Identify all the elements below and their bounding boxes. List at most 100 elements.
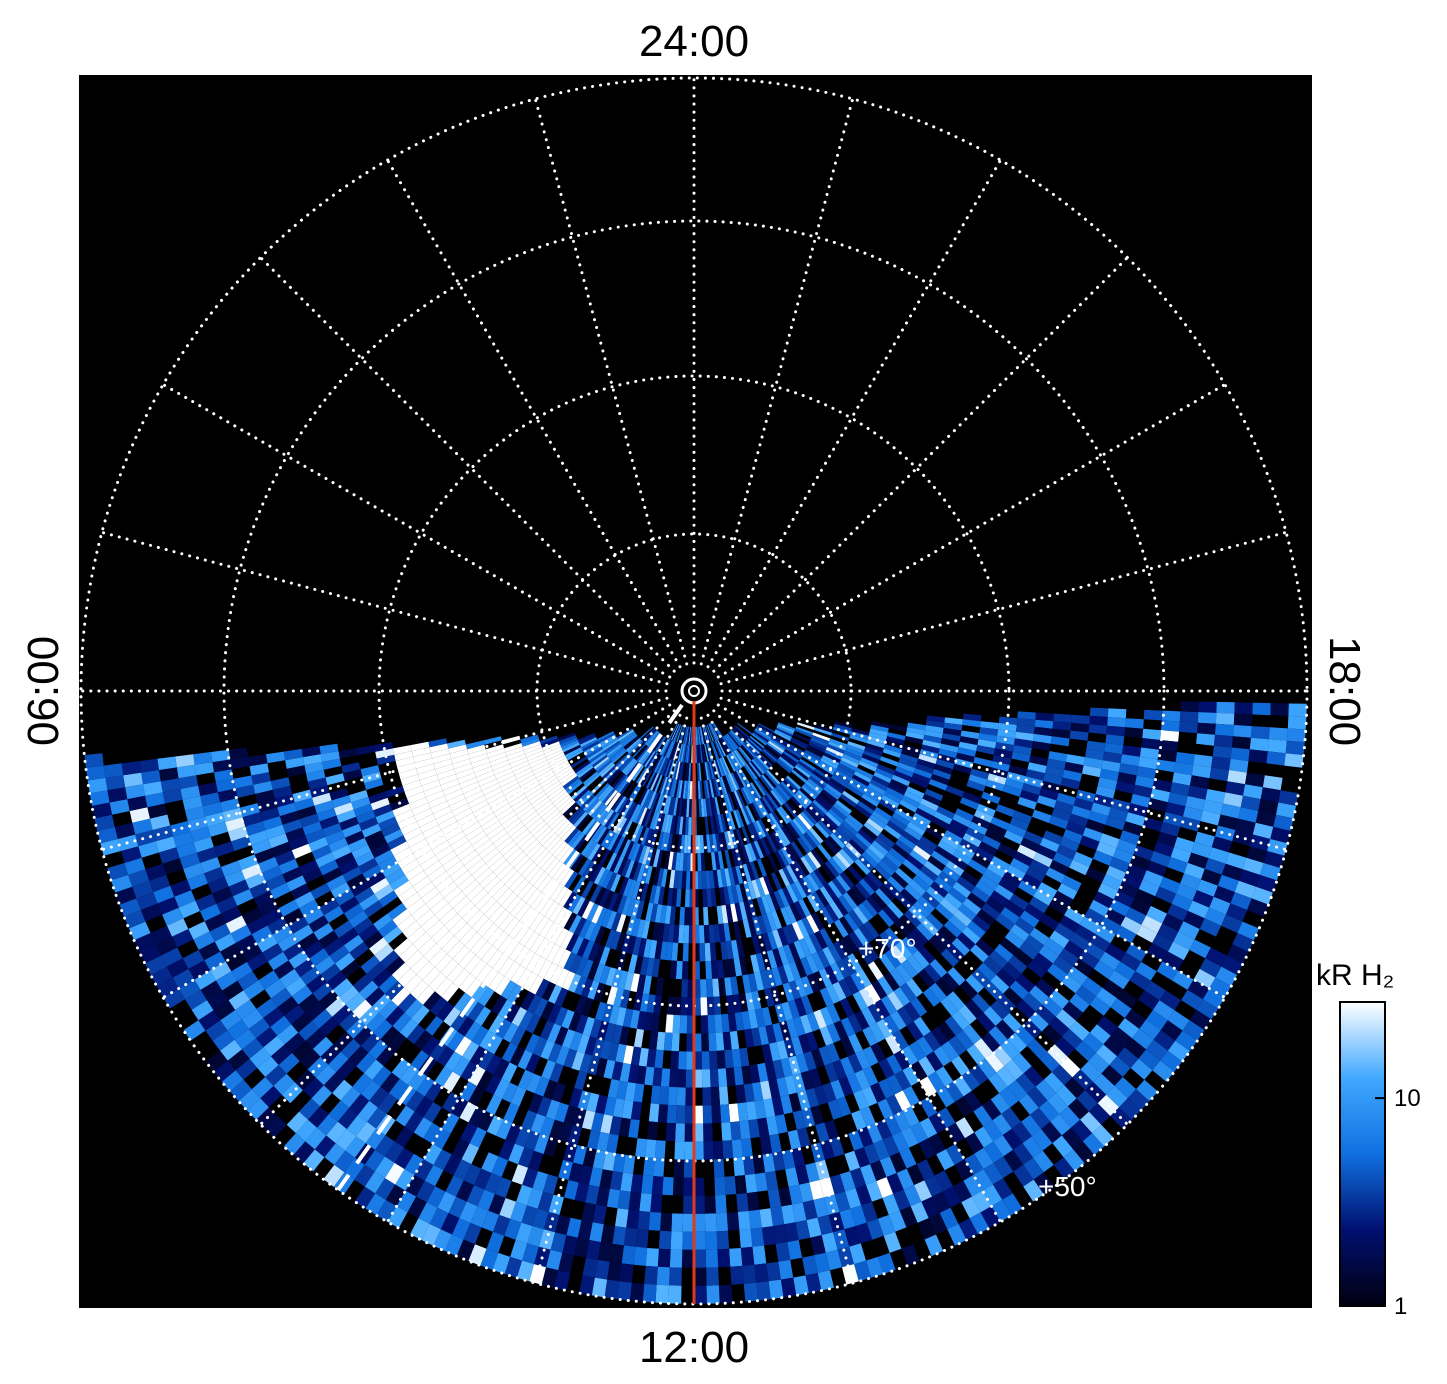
pixel bbox=[780, 907, 792, 926]
pixel bbox=[1035, 712, 1054, 722]
pixel bbox=[576, 938, 590, 957]
pixel bbox=[465, 740, 485, 750]
pixel bbox=[670, 1050, 679, 1070]
pixel bbox=[529, 934, 545, 954]
pixel bbox=[909, 850, 928, 866]
pixel bbox=[697, 726, 700, 745]
pixel bbox=[735, 789, 746, 808]
pixel bbox=[887, 876, 905, 893]
pixel bbox=[683, 925, 690, 944]
pixel bbox=[741, 826, 751, 845]
pixel bbox=[617, 970, 629, 990]
pixel bbox=[666, 759, 674, 778]
pixel bbox=[428, 738, 448, 748]
pixel bbox=[777, 722, 796, 731]
pixel bbox=[706, 761, 711, 780]
pixel bbox=[572, 896, 586, 915]
pixel bbox=[789, 903, 802, 922]
pixel bbox=[704, 1213, 717, 1232]
pixel bbox=[812, 770, 830, 784]
pixel bbox=[103, 763, 124, 778]
pixel bbox=[682, 1213, 694, 1232]
pixel bbox=[819, 791, 836, 806]
pixel bbox=[857, 828, 875, 845]
pixel bbox=[550, 789, 567, 803]
pixel bbox=[722, 813, 730, 832]
pixel bbox=[681, 979, 688, 998]
pixel bbox=[605, 852, 618, 871]
pixel bbox=[600, 736, 617, 747]
pixel bbox=[716, 1230, 730, 1250]
pixel bbox=[669, 778, 676, 797]
pixel bbox=[716, 905, 724, 925]
pixel bbox=[824, 904, 839, 923]
pixel bbox=[894, 808, 913, 822]
pixel bbox=[471, 757, 490, 769]
pixel bbox=[630, 973, 640, 993]
pixel bbox=[636, 919, 646, 938]
pixel bbox=[679, 743, 684, 762]
pixel bbox=[755, 878, 766, 897]
pixel bbox=[662, 1176, 674, 1196]
pixel bbox=[1089, 707, 1109, 717]
pixel bbox=[741, 744, 755, 760]
pixel bbox=[546, 783, 563, 797]
pixel bbox=[824, 860, 840, 878]
pixel bbox=[862, 875, 880, 892]
pixel bbox=[579, 767, 596, 781]
pixel bbox=[667, 924, 675, 943]
pixel bbox=[645, 957, 655, 977]
pixel bbox=[670, 1231, 683, 1250]
pixel bbox=[663, 1032, 673, 1051]
pixel bbox=[1286, 728, 1306, 743]
pixel bbox=[636, 974, 646, 994]
pixel bbox=[657, 1248, 671, 1268]
pixel bbox=[650, 903, 658, 923]
pixel bbox=[732, 771, 743, 789]
pixel bbox=[854, 832, 872, 848]
pixel bbox=[526, 750, 545, 761]
pixel bbox=[530, 820, 547, 836]
pixel bbox=[705, 1249, 719, 1268]
pixel bbox=[742, 974, 752, 994]
pixel bbox=[614, 796, 627, 813]
pixel bbox=[660, 1068, 671, 1087]
pixel bbox=[766, 742, 783, 755]
pixel bbox=[899, 799, 918, 813]
pixel bbox=[537, 874, 553, 893]
pixel bbox=[654, 1140, 666, 1159]
pixel bbox=[888, 724, 908, 732]
pixel bbox=[1270, 703, 1289, 716]
pixel bbox=[794, 728, 813, 738]
pixel bbox=[624, 781, 636, 798]
pixel bbox=[760, 895, 772, 914]
pixel bbox=[464, 854, 483, 871]
pixel bbox=[828, 808, 845, 824]
pixel bbox=[605, 929, 616, 949]
pixel bbox=[828, 741, 847, 751]
pixel bbox=[700, 726, 706, 745]
pixel bbox=[669, 960, 677, 979]
pixel bbox=[650, 792, 659, 811]
pixel bbox=[815, 765, 833, 778]
pixel bbox=[471, 835, 490, 850]
pixel bbox=[847, 741, 866, 751]
pixel bbox=[573, 811, 588, 828]
pixel bbox=[521, 737, 540, 747]
pixel bbox=[870, 892, 887, 910]
pixel bbox=[716, 960, 725, 979]
pixel bbox=[1285, 740, 1305, 756]
pixel bbox=[710, 760, 717, 779]
pixel bbox=[860, 757, 879, 768]
pixel bbox=[617, 857, 628, 876]
pixel bbox=[672, 815, 679, 835]
pixel bbox=[429, 743, 449, 753]
pixel bbox=[682, 726, 688, 745]
pixel bbox=[998, 723, 1017, 732]
pixel bbox=[694, 979, 701, 998]
pixel bbox=[729, 731, 743, 746]
pixel bbox=[489, 756, 509, 767]
pixel bbox=[871, 775, 890, 788]
pixel bbox=[848, 909, 864, 928]
